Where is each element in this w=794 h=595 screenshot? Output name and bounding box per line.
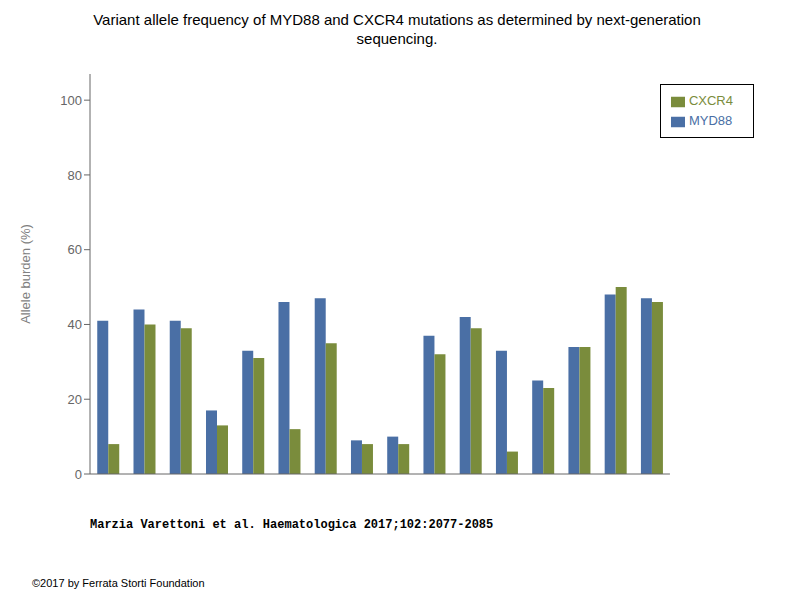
html-text:sequencing.: sequencing. — [356, 30, 438, 47]
svg-text:60: 60 — [68, 242, 82, 257]
svg-text:20: 20 — [68, 392, 82, 407]
svg-text:80: 80 — [68, 168, 82, 183]
html-text:©2017 by Ferrata Storti Founda: ©2017 by Ferrata Storti Foundation — [32, 577, 205, 589]
svg-text:100: 100 — [60, 93, 82, 108]
svg-text:40: 40 — [68, 317, 82, 332]
svg-text:Allele burden (%): Allele burden (%) — [18, 224, 33, 324]
html-text:MYD88: MYD88 — [688, 113, 733, 128]
svg-text:0: 0 — [75, 467, 82, 482]
html-text:Marzia Varettoni et al. Haemat: Marzia Varettoni et al. Haematologica 20… — [90, 518, 494, 532]
html-text:Variant allele frequency of MY: Variant allele frequency of MYD88 and CX… — [93, 11, 701, 28]
html-text:CXCR4: CXCR4 — [688, 93, 733, 108]
